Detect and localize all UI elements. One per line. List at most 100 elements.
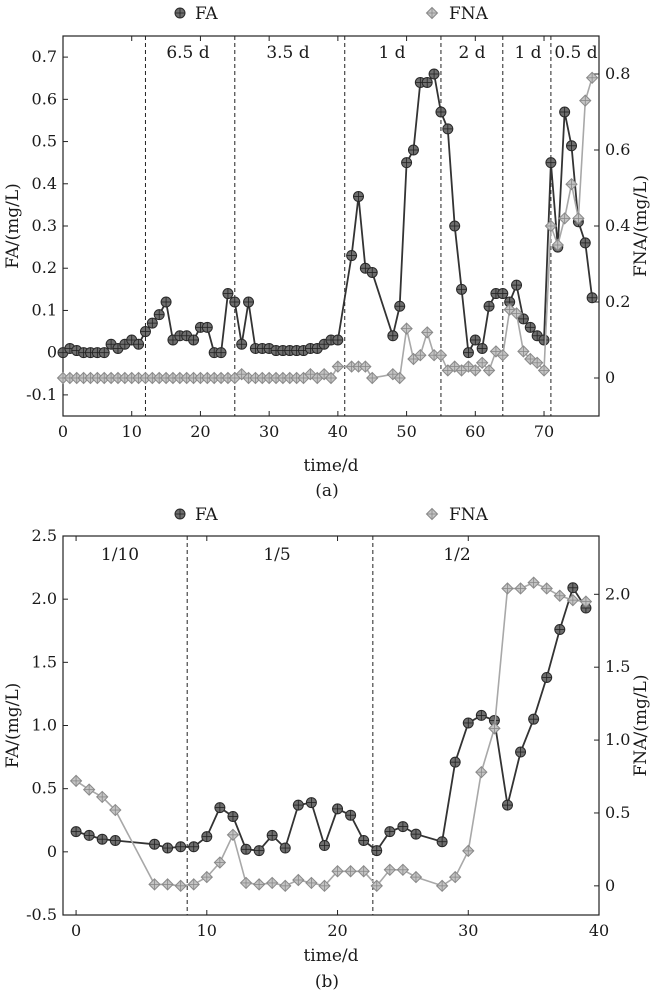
y-axis-right-label: FNA/(mg/L) xyxy=(631,675,651,777)
fa-point xyxy=(160,296,172,308)
x-tick-label: 0 xyxy=(71,921,81,940)
fa-point xyxy=(554,623,566,635)
fna-point xyxy=(366,371,379,385)
fna-point xyxy=(96,790,109,804)
fna-point xyxy=(503,303,516,316)
fna-point xyxy=(226,828,240,842)
fa-point xyxy=(229,296,241,308)
fna-point xyxy=(427,348,441,362)
fa-point xyxy=(174,7,186,19)
fna-point xyxy=(540,582,553,595)
x-tick-label: 70 xyxy=(534,422,554,441)
fa-point xyxy=(98,347,110,359)
y-left-tick-label: -0.1 xyxy=(26,385,57,404)
x-axis-label: time/d xyxy=(303,946,358,966)
fa-point xyxy=(483,300,495,312)
x-tick-label: 10 xyxy=(197,921,217,940)
fna-point xyxy=(566,593,580,607)
fna-point xyxy=(496,348,510,362)
fa-point xyxy=(175,841,187,853)
y-left-tick-label: 1.0 xyxy=(32,716,57,735)
fa-point xyxy=(96,833,108,845)
fna-point xyxy=(213,856,227,869)
fa-point xyxy=(567,582,579,594)
fna-point xyxy=(148,878,161,891)
fa-point xyxy=(133,338,145,350)
fa-point xyxy=(541,671,553,683)
fna-point xyxy=(69,774,83,788)
fna-point xyxy=(161,878,174,891)
fa-point xyxy=(188,334,200,346)
fna-point xyxy=(393,371,406,385)
fna-point xyxy=(475,356,489,370)
phase-label: 0.5 d xyxy=(554,43,597,63)
fa-point xyxy=(83,829,95,841)
fa-point xyxy=(442,123,454,135)
fa-point xyxy=(456,283,468,295)
y-left-tick-label: 2.5 xyxy=(32,526,57,545)
chart-panel-a: 6.5 d 3.5 d 1 d 2 d 1 d 0.5 d 0 10 20 30 40 50 60 70 -… xyxy=(3,4,651,501)
fa-point xyxy=(475,709,487,721)
fna-point xyxy=(262,371,276,385)
fa-point xyxy=(240,843,252,855)
y-right-tick-label: 0.5 xyxy=(605,803,630,822)
phase-label: 1/10 xyxy=(101,545,139,565)
fa-point xyxy=(174,508,186,520)
x-tick-label: 10 xyxy=(122,422,142,441)
x-axis: 0 10 20 30 40 xyxy=(71,536,609,940)
fa-point xyxy=(410,828,422,840)
fna-point xyxy=(256,371,269,385)
fa-point xyxy=(292,799,304,811)
y-left-tick-label: 0.7 xyxy=(32,47,57,66)
fna-point xyxy=(239,876,253,890)
fna-point xyxy=(324,371,338,385)
fa-point xyxy=(146,317,158,329)
legend-label-fna: FNA xyxy=(449,505,489,525)
fna-point xyxy=(187,878,200,891)
fa-point xyxy=(70,826,82,838)
legend-fa: FA xyxy=(174,4,218,24)
y-right-tick-label: 0 xyxy=(605,876,615,895)
panel-label: (a) xyxy=(315,481,338,501)
fa-point xyxy=(462,717,474,729)
fa-point xyxy=(586,292,598,304)
legend-label-fna: FNA xyxy=(449,4,489,24)
fa-point xyxy=(428,68,440,80)
series-fna xyxy=(56,71,599,385)
phase-label: 6.5 d xyxy=(166,43,209,63)
phase-label: 1 d xyxy=(378,43,405,63)
fa-point xyxy=(469,334,481,346)
fna-point xyxy=(414,348,427,362)
fa-point xyxy=(332,803,344,815)
fa-point xyxy=(511,279,523,291)
fna-point xyxy=(396,863,410,877)
fna-point xyxy=(292,873,305,887)
series-fna xyxy=(69,576,593,893)
fna-point xyxy=(488,722,501,735)
fa-point xyxy=(501,799,513,811)
y-right-tick-label: 0.6 xyxy=(605,140,630,159)
fa-point xyxy=(352,190,364,202)
x-tick-label: 50 xyxy=(396,422,416,441)
fa-point xyxy=(162,842,174,854)
legend-fa: FA xyxy=(174,505,218,525)
fna-point xyxy=(318,879,331,893)
fna-point xyxy=(400,322,413,335)
fa-point xyxy=(279,842,291,854)
fna-point xyxy=(475,765,488,779)
fa-point xyxy=(387,330,399,342)
fa-point xyxy=(227,810,239,822)
fna-point xyxy=(585,71,599,85)
fna-point xyxy=(305,876,318,890)
y-axis-left: -0.1 0 0.1 0.2 0.3 0.4 0.5 0.6 0.7 xyxy=(26,47,68,404)
series-line-fa xyxy=(75,585,587,852)
fa-point xyxy=(397,821,409,833)
phase-label: 1/5 xyxy=(263,545,290,565)
y-right-tick-label: 1.0 xyxy=(605,730,630,749)
fa-point xyxy=(153,309,165,321)
phase-label: 3.5 d xyxy=(266,43,309,63)
series-fa xyxy=(70,582,592,857)
fa-point xyxy=(215,347,227,359)
fna-point xyxy=(579,94,592,107)
